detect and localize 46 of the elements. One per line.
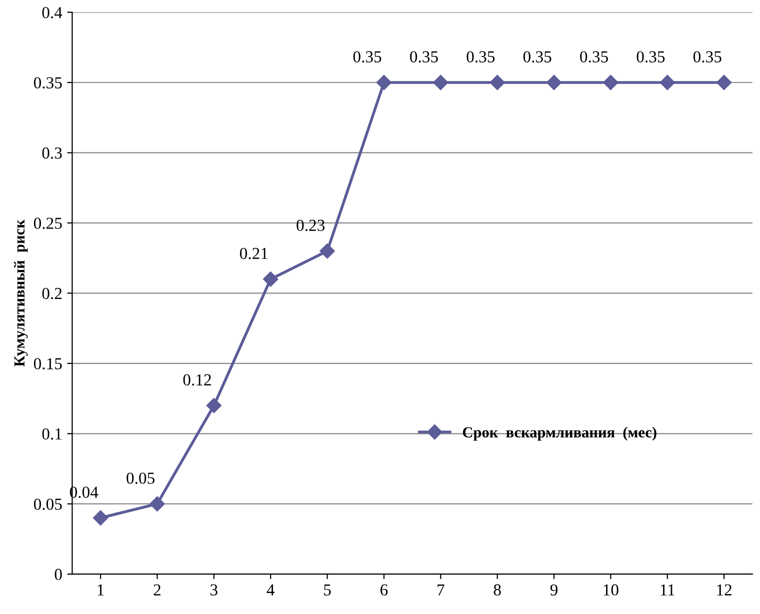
point: [92, 510, 108, 526]
point: [263, 272, 278, 287]
point: [660, 74, 675, 90]
y-tick-label: 0.1: [42, 428, 62, 440]
point: [150, 496, 165, 512]
point: [433, 74, 448, 90]
x-tick-label: 2: [154, 584, 160, 596]
y-tick-label: 0.05: [34, 498, 62, 510]
legend-label: Срок вскармливания (мес): [462, 426, 656, 441]
data-label: 0.35: [466, 51, 495, 63]
y-tick-label: 0.25: [34, 218, 62, 229]
y-tick-label: 0.4: [42, 6, 62, 18]
y-tick-label: 0: [54, 568, 62, 580]
data-label: 0.35: [693, 51, 722, 63]
point: [206, 398, 222, 414]
y-tick-label: 0.35: [34, 77, 62, 89]
x-tick-label: 1: [98, 584, 104, 596]
y-tick-label: 0.15: [34, 358, 62, 370]
data-label: 0.35: [636, 51, 665, 63]
x-tick-label: 12: [717, 584, 732, 596]
data-label: 0.23: [296, 220, 325, 232]
x-tick-label: 7: [438, 584, 444, 596]
point: [546, 74, 562, 90]
point: [716, 74, 732, 90]
y-axis-title: Кумулятивный риск: [14, 220, 28, 367]
x-tick-label: 10: [604, 584, 618, 596]
x-tick-label: 11: [660, 584, 674, 596]
x-tick-label: 4: [266, 584, 274, 596]
point: [320, 243, 335, 259]
data-label: 0.05: [126, 472, 154, 484]
point: [490, 74, 505, 90]
data-label: 0.35: [353, 51, 382, 63]
x-tick-label: 6: [380, 584, 388, 596]
point: [376, 74, 392, 90]
data-label: 0.12: [183, 374, 211, 386]
x-tick-label: 5: [324, 584, 331, 596]
y-tick-label: 0.3: [42, 147, 62, 159]
x-tick-label: 3: [210, 584, 218, 596]
x-tick-label: 8: [494, 584, 501, 596]
x-tick-label: 9: [550, 584, 558, 596]
data-label: 0.21: [240, 248, 268, 260]
data-label: 0.35: [410, 51, 438, 63]
data-label: 0.35: [523, 51, 552, 63]
point: [603, 74, 618, 90]
data-label: 0.35: [580, 51, 608, 63]
y-tick-label: 0.2: [42, 288, 62, 300]
